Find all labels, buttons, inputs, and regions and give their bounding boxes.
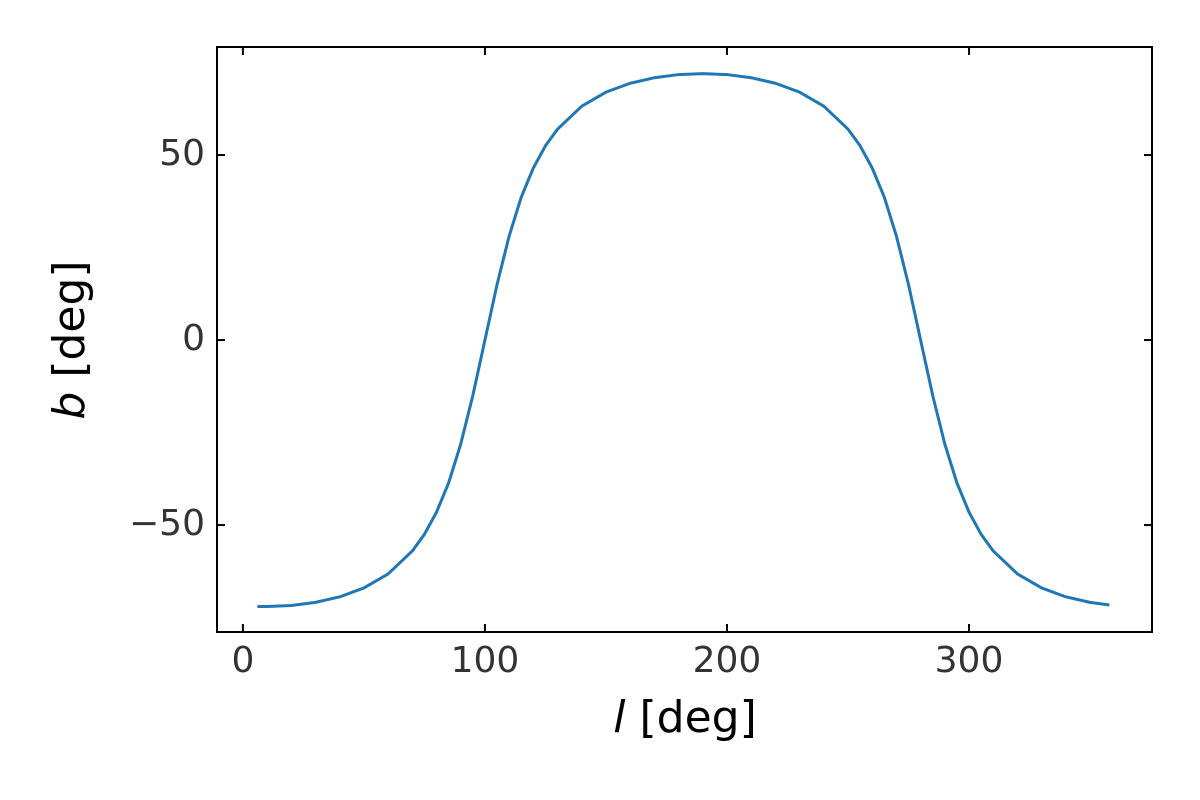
x-label-symbol: l	[613, 692, 626, 743]
y-tick-label: 50	[159, 133, 205, 174]
y-axis-label: b [deg]	[44, 260, 95, 419]
x-tick-label: 300	[935, 640, 1004, 681]
y-tick-label: −50	[129, 503, 205, 544]
y-label-symbol: b	[44, 392, 95, 420]
x-tick-label: 100	[451, 640, 520, 681]
data-line	[257, 72, 1110, 608]
x-tick-label: 0	[231, 640, 254, 681]
x-tick-label: 200	[693, 640, 762, 681]
y-label-unit: [deg]	[44, 260, 95, 377]
plot-frame	[216, 46, 1153, 633]
y-tick-label: 0	[182, 318, 205, 359]
x-axis-label: l [deg]	[613, 692, 757, 743]
x-label-unit: [deg]	[639, 692, 756, 743]
